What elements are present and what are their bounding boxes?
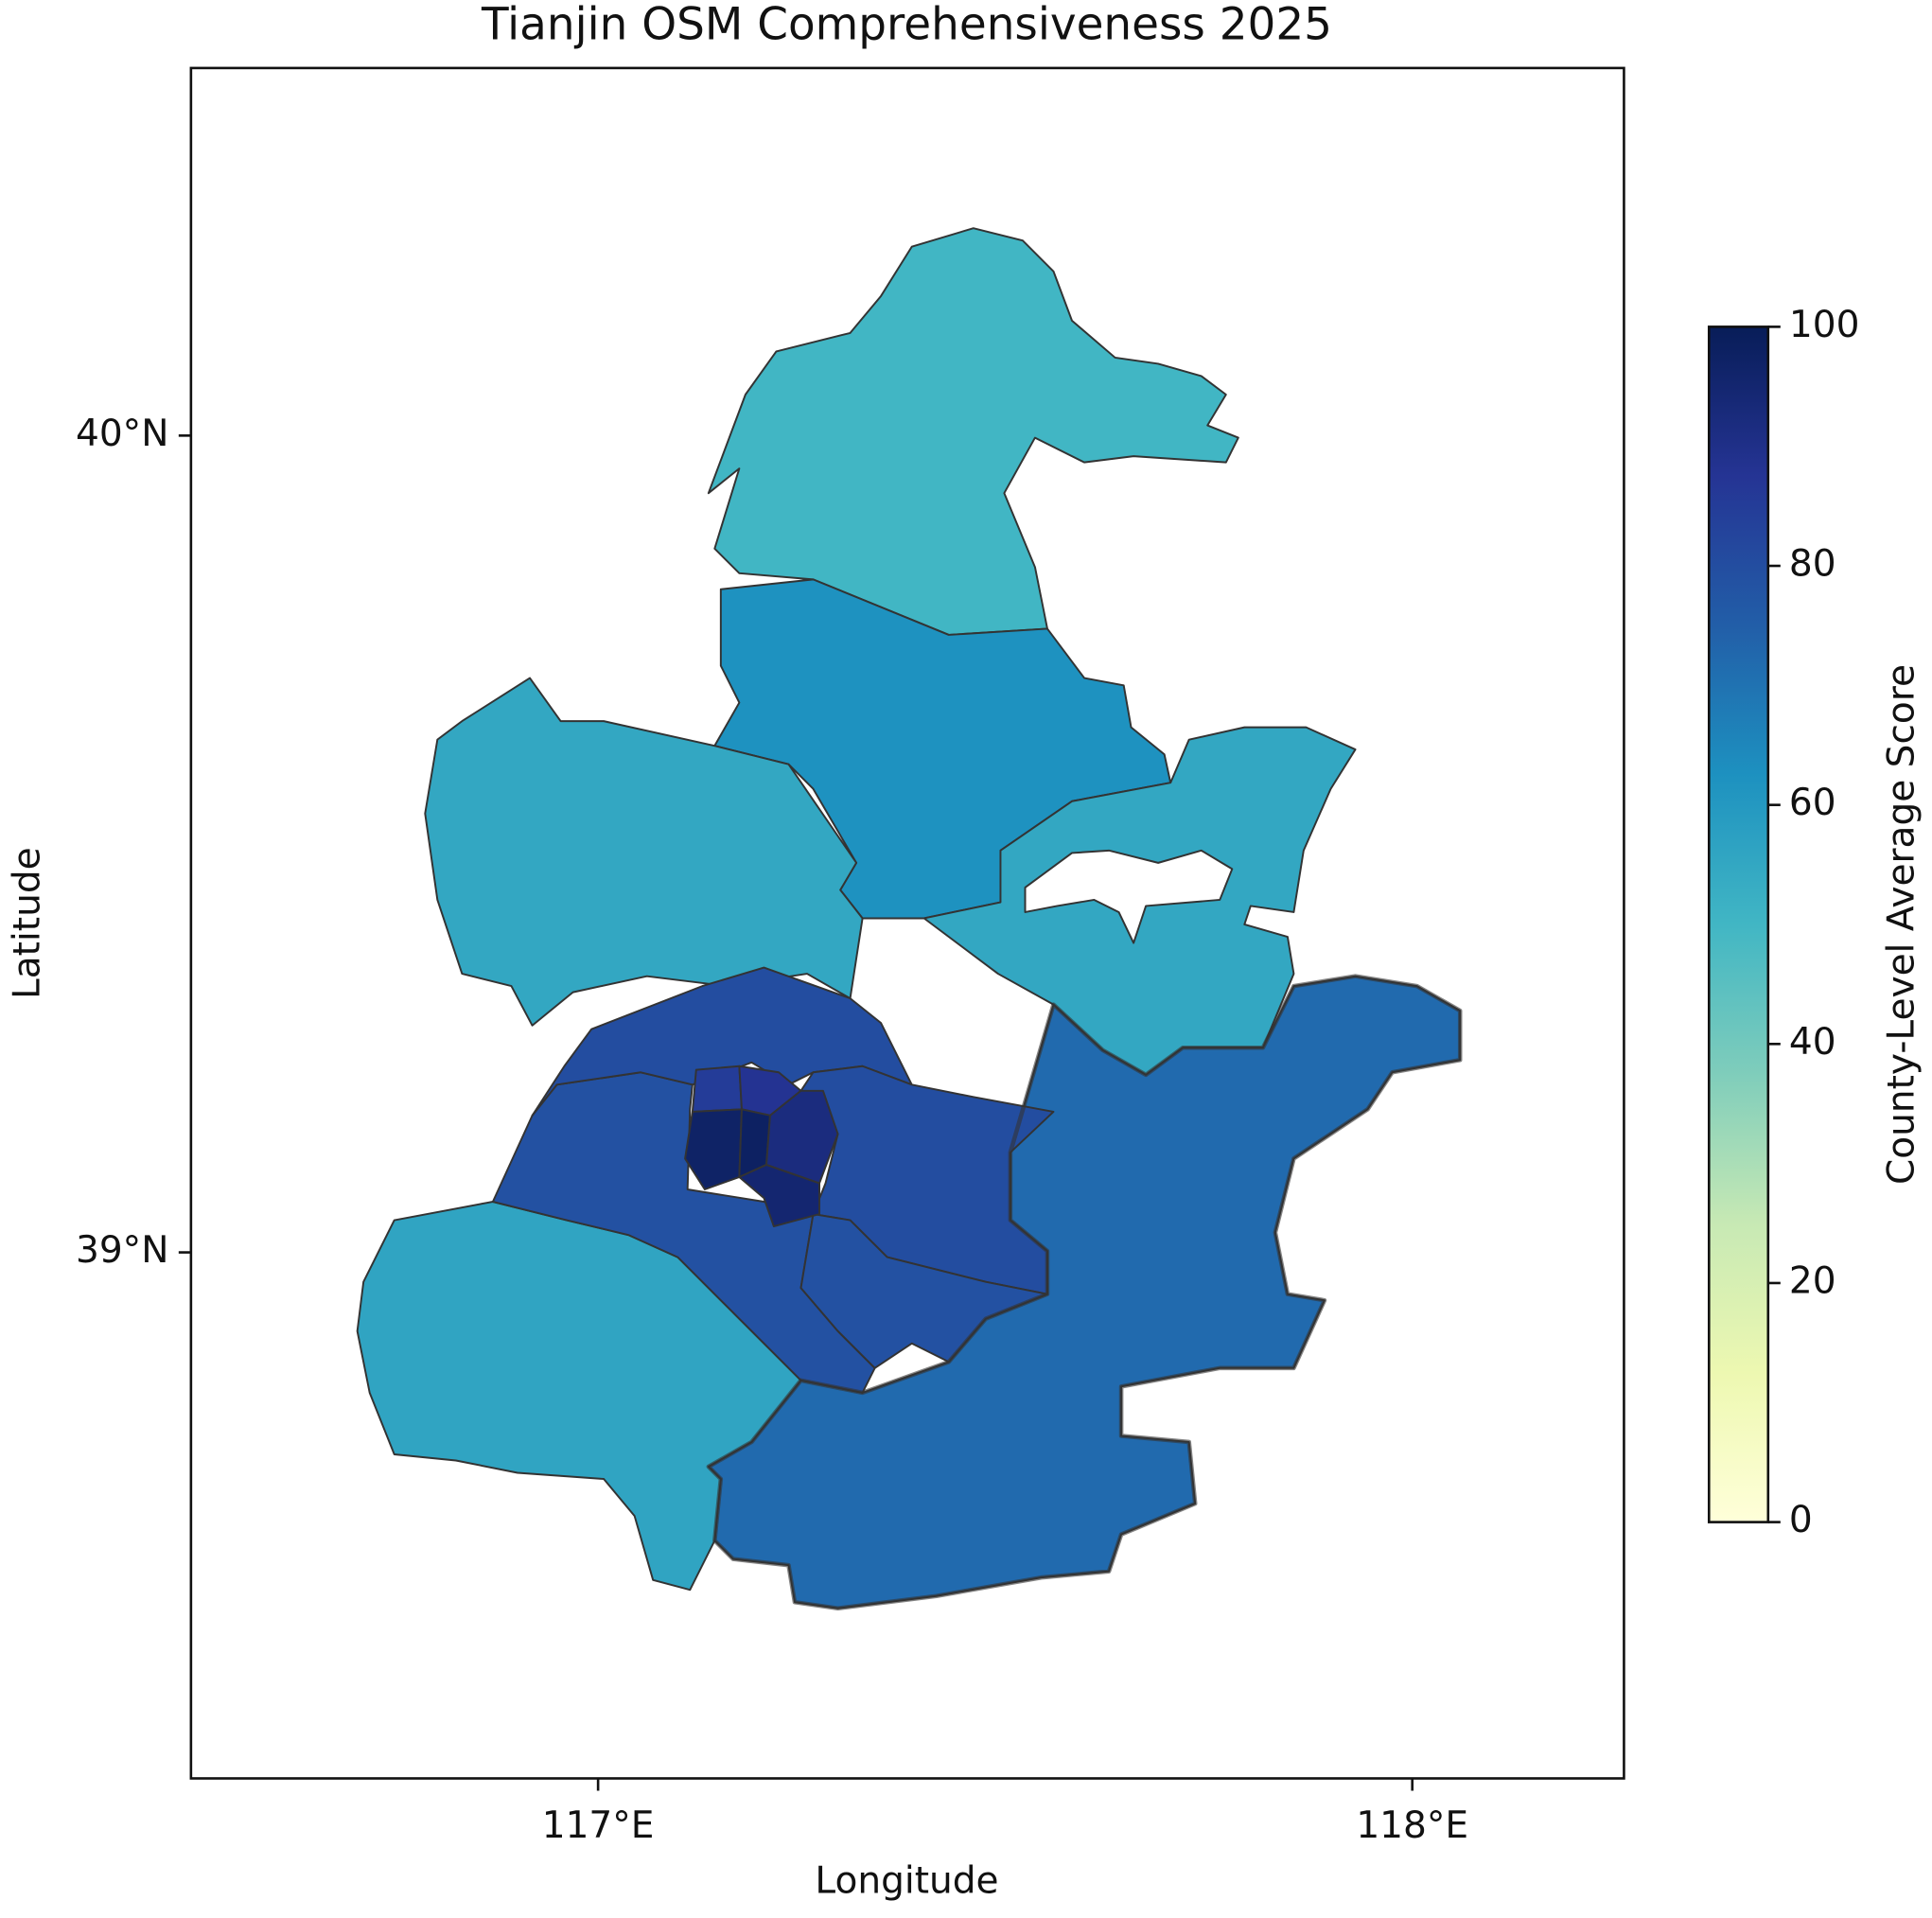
colorbar-tick-label: 100	[1789, 304, 1860, 346]
colorbar-tick-label: 20	[1789, 1259, 1836, 1302]
colorbar-tick-label: 0	[1789, 1499, 1813, 1541]
plot-frame	[189, 66, 1625, 1780]
y-axis-label: Latitude	[7, 847, 49, 999]
colorbar-label: County-Level Average Score	[1881, 664, 1923, 1185]
y-tick-label: 39°N	[76, 1229, 168, 1272]
region	[424, 677, 864, 1027]
x-tick-label: 118°E	[1356, 1804, 1468, 1847]
chart-title: Tianjin OSM Comprehensiveness 2025	[481, 0, 1332, 50]
region	[707, 227, 1239, 636]
region	[684, 1108, 743, 1190]
colorbar-tick-label: 60	[1789, 782, 1836, 824]
x-tick-label: 117°E	[542, 1804, 655, 1847]
x-axis-label: Longitude	[815, 1860, 998, 1903]
regions	[356, 227, 1463, 1611]
y-tick-label: 40°N	[76, 413, 168, 455]
colorbar-tick-label: 80	[1789, 543, 1836, 586]
region	[691, 1065, 743, 1113]
colorbar-tick-label: 40	[1789, 1021, 1836, 1064]
colorbar	[1707, 326, 1770, 1523]
